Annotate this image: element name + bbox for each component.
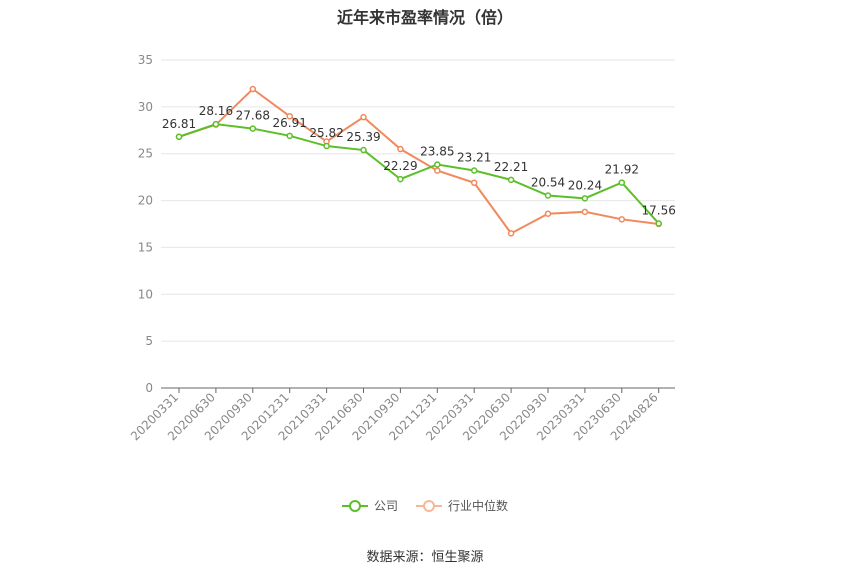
data-point-company bbox=[655, 220, 662, 227]
y-tick-label: 0 bbox=[145, 381, 153, 395]
data-point-industry-median bbox=[249, 85, 257, 93]
series-line-company bbox=[178, 123, 660, 225]
data-label: 21.92 bbox=[605, 163, 639, 177]
data-point-company bbox=[434, 161, 441, 168]
data-label: 25.39 bbox=[346, 130, 380, 144]
data-label: 17.56 bbox=[642, 203, 676, 217]
legend: 公司 行业中位数 bbox=[0, 497, 850, 514]
data-point-company bbox=[397, 175, 404, 183]
legend-swatch-industry-median bbox=[416, 499, 442, 513]
data-point-company bbox=[323, 142, 330, 150]
data-point-company bbox=[470, 167, 478, 174]
data-label: 22.21 bbox=[494, 160, 528, 174]
legend-swatch-company bbox=[341, 499, 368, 513]
series-lines bbox=[175, 85, 662, 237]
y-tick-label: 35 bbox=[138, 53, 153, 67]
series-line-industry-median bbox=[178, 87, 659, 235]
data-point-industry-median bbox=[544, 210, 552, 217]
data-point-company bbox=[618, 179, 626, 186]
data-point-company bbox=[212, 120, 220, 128]
data-point-industry-median bbox=[286, 112, 293, 120]
data-label: 28.16 bbox=[199, 104, 233, 118]
data-label: 27.68 bbox=[236, 109, 270, 123]
data-point-company bbox=[544, 192, 552, 199]
y-tick-label: 30 bbox=[138, 100, 153, 114]
data-point-company bbox=[175, 133, 183, 141]
y-tick-label: 15 bbox=[138, 240, 153, 254]
data-point-company bbox=[360, 146, 367, 154]
data-point-company bbox=[581, 195, 589, 202]
legend-item-industry-median[interactable]: 行业中位数 bbox=[416, 497, 508, 514]
data-label: 20.54 bbox=[531, 176, 565, 190]
data-label: 22.29 bbox=[383, 159, 417, 173]
data-point-company bbox=[507, 176, 515, 184]
data-label: 26.81 bbox=[162, 117, 196, 131]
data-point-company bbox=[286, 132, 293, 140]
data-label: 26.91 bbox=[273, 116, 307, 130]
data-label: 23.85 bbox=[420, 144, 454, 158]
data-label: 20.24 bbox=[568, 178, 602, 192]
y-tick-label: 5 bbox=[145, 334, 153, 348]
data-point-company bbox=[249, 125, 257, 132]
data-point-industry-median bbox=[507, 230, 515, 237]
grid-lines bbox=[161, 59, 675, 342]
data-point-industry-median bbox=[581, 208, 589, 216]
data-label: 23.21 bbox=[457, 150, 491, 164]
data-point-industry-median bbox=[360, 113, 367, 121]
data-label: 25.82 bbox=[309, 126, 343, 140]
legend-label-company: 公司 bbox=[373, 499, 398, 513]
data-point-industry-median bbox=[470, 179, 478, 187]
y-tick-label: 10 bbox=[138, 287, 153, 301]
legend-label-industry-median: 行业中位数 bbox=[448, 499, 509, 513]
legend-item-company[interactable]: 公司 bbox=[341, 497, 398, 514]
data-point-industry-median bbox=[618, 216, 626, 223]
data-point-industry-median bbox=[397, 145, 404, 153]
y-tick-label: 20 bbox=[138, 194, 153, 208]
data-point-industry-median bbox=[434, 167, 441, 174]
y-tick-label: 25 bbox=[138, 147, 153, 161]
chart-title: 近年来市盈率情况（倍） bbox=[336, 8, 513, 27]
source-note: 数据来源：恒生聚源 bbox=[366, 550, 484, 565]
